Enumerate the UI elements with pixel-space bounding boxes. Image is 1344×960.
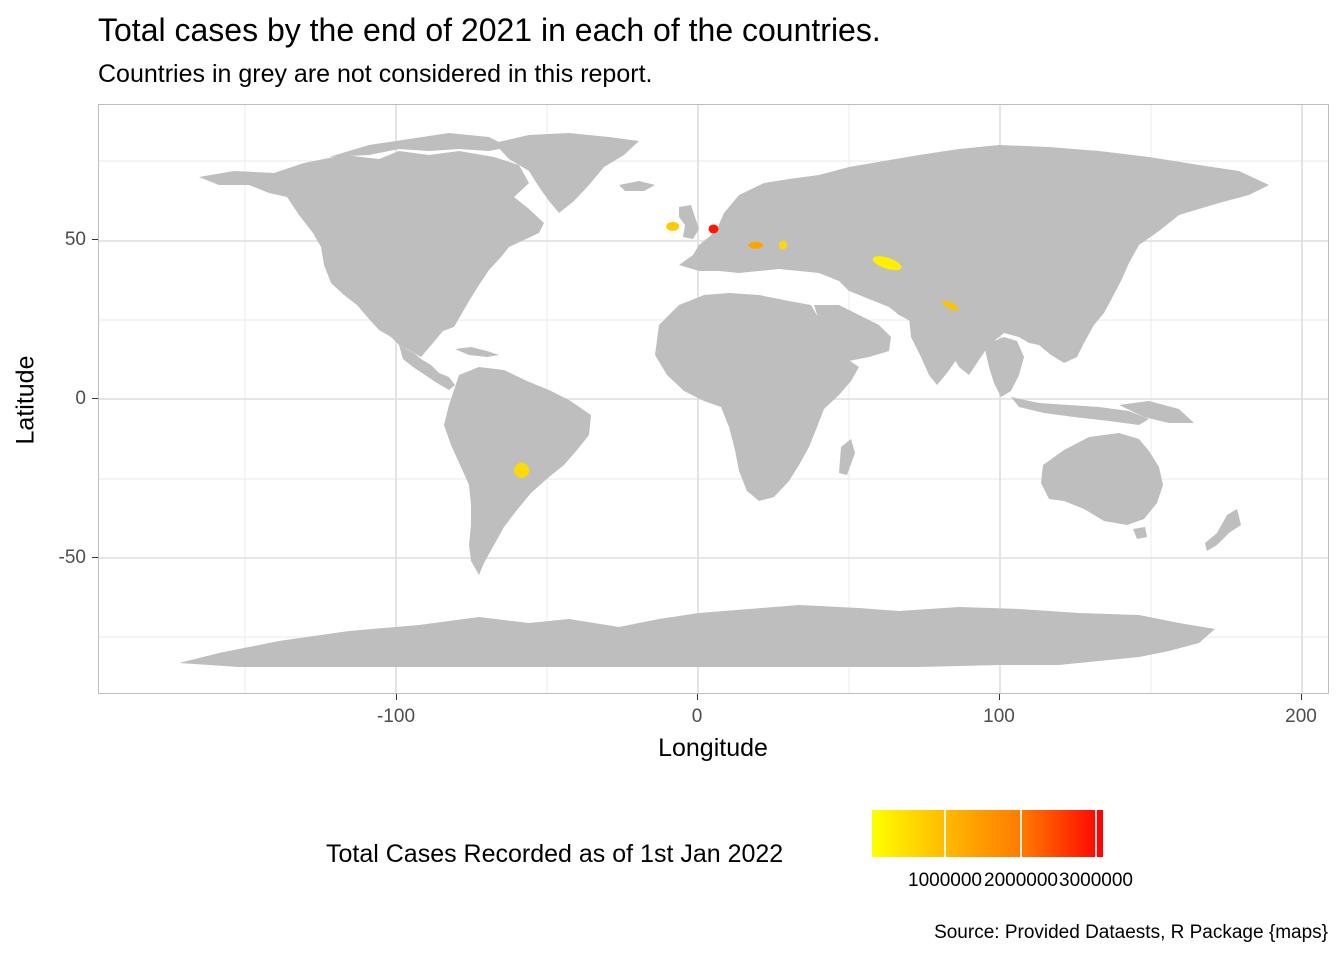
legend-colorbar (872, 810, 1103, 857)
legend-label: 3000000 (1059, 870, 1133, 891)
x-tickmark (396, 694, 398, 700)
indonesia (1011, 397, 1149, 425)
source-caption: Source: Provided Dataests, R Package {ma… (934, 922, 1328, 943)
country-hungary (748, 241, 764, 249)
y-tick-label: 50 (64, 229, 86, 250)
y-tickmark (92, 557, 98, 559)
greenland (494, 133, 639, 213)
x-tick-label: -100 (376, 706, 416, 727)
highlighted-countries (514, 221, 959, 478)
y-tickmark (92, 398, 98, 400)
central-america (399, 345, 455, 390)
x-tick-label: 0 (691, 706, 703, 727)
legend-title: Total Cases Recorded as of 1st Jan 2022 (326, 840, 784, 868)
legend-colorbar-tick (1095, 810, 1097, 857)
x-tickmark (999, 694, 1001, 700)
map-panel (98, 104, 1329, 694)
country-uzbekistan (872, 256, 902, 271)
plot-title: Total cases by the end of 2021 in each o… (98, 12, 881, 48)
arabian-peninsula (814, 305, 891, 361)
legend-label: 2000000 (984, 870, 1058, 891)
caribbean (455, 347, 499, 357)
country-netherlands (708, 224, 719, 234)
great-britain (679, 205, 699, 239)
y-tick-label: 0 (75, 388, 86, 409)
country-paraguay (514, 462, 530, 478)
y-tickmark (92, 239, 98, 241)
africa (655, 293, 859, 501)
country-ireland (666, 221, 680, 231)
southeast-asia (984, 337, 1024, 397)
plot-subtitle: Countries in grey are not considered in … (98, 60, 653, 88)
legend-colorbar-tick (944, 810, 946, 857)
north-america (199, 151, 544, 357)
legend-colorbar-tick (1020, 810, 1022, 857)
country-nepal (942, 300, 959, 311)
world-map (99, 105, 1328, 693)
japan (1101, 249, 1125, 291)
y-tick-label: -50 (58, 547, 86, 568)
land-masses (179, 133, 1269, 667)
iceland (619, 181, 655, 191)
x-tick-label: 100 (983, 706, 1015, 727)
australia (1041, 433, 1163, 525)
country-moldova (778, 240, 787, 250)
x-tick-label: 200 (1285, 706, 1317, 727)
madagascar (839, 439, 855, 475)
x-axis-label: Longitude (658, 734, 768, 762)
new-zealand (1205, 509, 1241, 551)
y-axis-label: Latitude (11, 355, 40, 445)
x-tickmark (697, 694, 699, 700)
new-guinea (1119, 401, 1194, 423)
eurasia (679, 145, 1269, 375)
legend-label: 1000000 (908, 870, 982, 891)
arctic-islands (329, 133, 509, 157)
antarctica (179, 605, 1215, 667)
x-tickmark (1301, 694, 1303, 700)
tasmania (1133, 527, 1147, 539)
india (909, 317, 969, 385)
